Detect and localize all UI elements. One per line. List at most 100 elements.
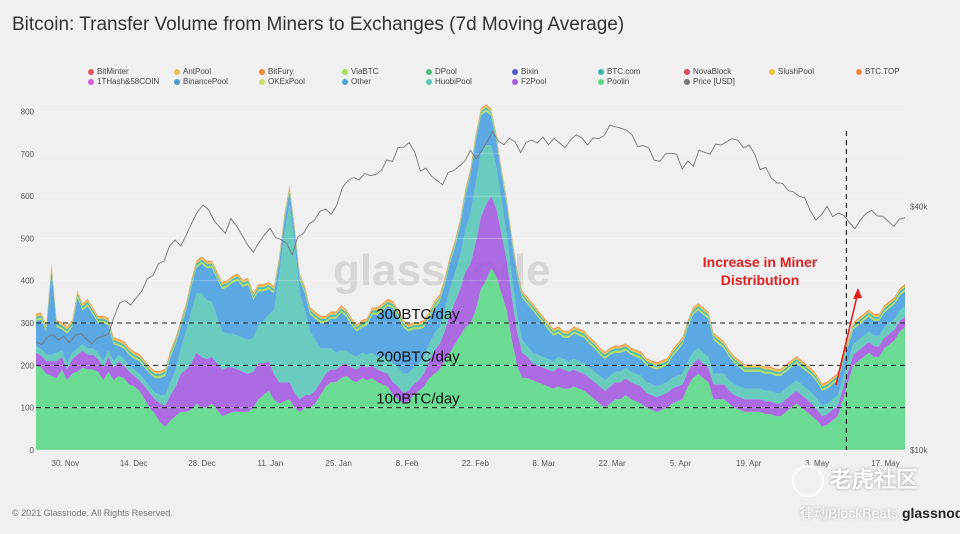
x-tick-label: 8. Feb (396, 459, 419, 468)
x-tick-label: 19. Apr (736, 459, 762, 468)
legend-label: Other (351, 77, 372, 86)
legend-swatch (342, 68, 348, 75)
area-f2pool (36, 196, 905, 427)
callout-text: Increase in Miner (703, 254, 818, 270)
legend-swatch (426, 78, 432, 85)
y-tick-label: 200 (21, 361, 35, 370)
legend-label: OKExPool (268, 77, 305, 86)
callout-arrowhead (853, 288, 862, 299)
x-tick-label: 22. Feb (462, 459, 490, 468)
legend-swatch (856, 68, 862, 75)
y-tick-label: 600 (21, 192, 35, 201)
legend-label: DPool (435, 67, 457, 76)
legend-label: HuobiPool (435, 77, 472, 86)
legend-swatch (88, 78, 94, 85)
reference-line-label: 200BTC/day (376, 348, 460, 365)
area-huobipool (36, 145, 905, 417)
legend-item-dpool[interactable]: DPool (426, 67, 457, 76)
legend-swatch (259, 78, 265, 85)
watermark-cn2-text: 律动BlockBeats (800, 505, 899, 521)
area-other (36, 111, 905, 406)
x-tick-label: 5. Apr (670, 459, 691, 468)
legend-label: BTC.TOP (865, 67, 900, 76)
watermark-brand2: glassnode (901, 505, 960, 521)
legend-item-price[interactable]: Price [USD] (684, 77, 735, 86)
callout-text: Distribution (721, 272, 800, 288)
legend-item-f2pool[interactable]: F2Pool (512, 77, 546, 86)
watermark-cn2: 律动BlockBeats glassnode (800, 503, 960, 523)
area-poolin (36, 268, 905, 450)
watermark-cn: 老虎社区 (792, 462, 919, 498)
axes: 0 100 200 300 400 500 600 700 800 30. Nov 14. Dec 2… (21, 107, 929, 468)
x-tick-label: 8. Mar (532, 459, 555, 468)
legend-item-other[interactable]: Other (342, 77, 371, 86)
reference-line-label: 100BTC/day (376, 391, 460, 408)
legend-label: BitFury (268, 67, 294, 76)
y-tick-label: 100 (21, 404, 35, 413)
x-tick-label: 11. Jan (258, 459, 284, 468)
y-tick-label: 800 (21, 107, 35, 116)
legend-swatch (88, 68, 94, 75)
x-tick-label: 14. Dec (120, 459, 148, 468)
x-tick-label: 28. Dec (188, 459, 216, 468)
legend-swatch (512, 78, 518, 85)
legend-item-binancepool[interactable]: BinancePool (174, 77, 228, 86)
legend-item-novablock[interactable]: NovaBlock (684, 67, 731, 76)
legend-label: NovaBlock (693, 67, 732, 76)
y-right-tick-label: $10k (910, 446, 928, 455)
y-tick-label: 500 (21, 234, 35, 243)
price-layer (35, 124, 906, 346)
y-tick-label: 400 (21, 277, 35, 286)
x-tick-label: 17. May (871, 459, 899, 468)
footer-copyright: © 2021 Glassnode. All Rights Reserved. (12, 508, 173, 518)
legend-swatch (512, 68, 518, 75)
legend-swatch (342, 78, 348, 85)
x-tick-label: 3. May (805, 459, 829, 468)
legend-label: F2Pool (521, 77, 547, 86)
legend-item-viabtc[interactable]: ViaBTC (342, 67, 378, 76)
legend-label: SlushPool (778, 67, 815, 76)
legend-swatch (598, 78, 604, 85)
x-tick-label: 30. Nov (52, 459, 80, 468)
legend-swatch (684, 78, 690, 85)
legend-item-btc-com[interactable]: BTC.com (598, 67, 640, 76)
watermark-cn-text: 老虎社区 (830, 467, 919, 492)
legend-item-bitminter[interactable]: BitMinter (88, 67, 129, 76)
legend-swatch (426, 68, 432, 75)
stacked-areas (36, 104, 905, 450)
legend-label: BTC.com (607, 67, 641, 76)
legend-swatch (684, 68, 690, 75)
legend-item-okexpool[interactable]: OKExPool (259, 77, 305, 86)
legend-swatch (769, 68, 775, 75)
callout-arrow (835, 291, 859, 386)
paw-icon (792, 465, 824, 498)
legend-label: BinancePool (183, 77, 228, 86)
x-tick-label: 25. Jan (326, 459, 352, 468)
legend-item-bixin[interactable]: Bixin (512, 67, 538, 76)
legend-label: Price [USD] (693, 77, 735, 86)
legend-item-slushpool[interactable]: SlushPool (769, 67, 814, 76)
legend-item-btc-top[interactable]: BTC.TOP (856, 67, 900, 76)
legend-item-bitfury[interactable]: BitFury (259, 67, 293, 76)
legend-label: Poolin (607, 77, 630, 86)
y-right-tick-label: $40k (910, 202, 928, 211)
y-tick-label: 700 (21, 150, 35, 159)
legend-label: Bixin (521, 67, 539, 76)
legend-swatch (259, 68, 265, 75)
legend-swatch (174, 78, 180, 85)
reference-line-label: 300BTC/day (376, 306, 460, 323)
price-line (35, 124, 906, 346)
legend-item-1thash-58coin[interactable]: 1THash&58COIN (88, 77, 159, 86)
annotation-layer: 300BTC/day 200BTC/day 100BTC/day Increase i… (36, 131, 905, 450)
legend-label: AntPool (183, 67, 212, 76)
y-tick-label: 300 (21, 319, 35, 328)
x-tick-label: 22. Mar (599, 459, 626, 468)
legend-swatch (174, 68, 180, 75)
legend-swatch (598, 68, 604, 75)
y-tick-label: 0 (30, 446, 35, 455)
legend-item-huobipool[interactable]: HuobiPool (426, 77, 472, 86)
legend-item-poolin[interactable]: Poolin (598, 77, 629, 86)
legend-item-antpool[interactable]: AntPool (174, 67, 211, 76)
legend-label: 1THash&58COIN (97, 77, 160, 86)
